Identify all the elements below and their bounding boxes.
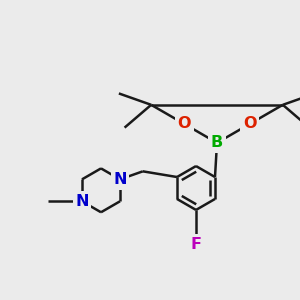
Text: N: N (75, 194, 89, 209)
Text: O: O (243, 116, 257, 131)
Text: N: N (113, 172, 127, 187)
Text: F: F (190, 237, 202, 252)
Text: O: O (177, 116, 191, 131)
Text: B: B (211, 135, 223, 150)
